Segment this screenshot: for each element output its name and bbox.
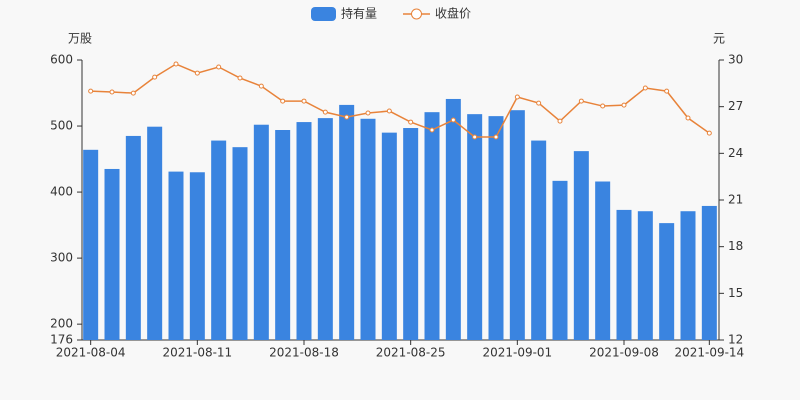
price-point [514,94,520,100]
legend-label: 持有量 [341,6,377,21]
bar [83,149,99,340]
bar [616,209,632,340]
price-point [386,108,392,114]
y2-tick-label: 27 [728,99,743,113]
bar [701,205,717,340]
price-point [429,127,435,133]
price-point [344,114,350,120]
bar [659,223,675,340]
x-tick-label: 2021-09-14 [674,346,744,360]
bar [445,98,461,340]
bar [168,171,184,340]
bar [296,122,312,340]
price-point [685,115,691,121]
legend-swatch [311,7,336,21]
bar [509,110,525,340]
price-point [109,89,115,95]
bar [680,211,696,340]
price-point [216,64,222,70]
y-tick-label: 600 [50,53,73,67]
price-point [258,83,264,89]
bar [147,126,163,340]
x-tick-label: 2021-09-08 [589,346,659,360]
price-point [280,98,286,104]
y-axis-unit: 万股 [68,32,92,46]
x-tick-label: 2021-08-25 [376,346,446,360]
bar [637,211,653,340]
price-point [450,117,456,123]
bar [573,151,589,340]
bar [360,118,376,340]
price-point [408,119,414,125]
bar [232,147,248,340]
price-point [706,130,712,136]
price-point [536,100,542,106]
y-tick-label: 500 [50,119,73,133]
price-point [152,74,158,80]
price-point [578,98,584,104]
bar [467,114,483,340]
price-point [600,103,606,109]
y-tick-label: 200 [50,317,73,331]
price-point [664,88,670,94]
bar [595,181,611,340]
price-point [322,109,328,115]
price-point [130,90,136,96]
bar [253,124,269,340]
bar [211,140,227,340]
price-point [621,102,627,108]
bar [104,168,120,340]
bar [317,118,333,340]
y2-tick-label: 18 [728,239,743,253]
price-point [194,70,200,76]
y2-tick-label: 30 [728,53,743,67]
price-point [557,118,563,124]
bar [531,140,547,340]
bar [275,130,291,340]
bar [403,128,419,340]
price-point [88,88,94,94]
x-tick-label: 2021-08-18 [269,346,339,360]
x-tick-label: 2021-09-01 [482,346,552,360]
price-line [90,63,710,138]
y-tick-label: 300 [50,251,73,265]
price-point [493,134,499,140]
bar [381,132,397,340]
x-tick-label: 2021-08-11 [162,346,232,360]
y2-tick-label: 12 [728,333,743,347]
y-tick-label: 400 [50,185,73,199]
y2-tick-label: 24 [728,146,743,160]
bar [552,180,568,340]
y2-tick-label: 21 [728,193,743,207]
bar [125,135,141,340]
price-point [173,61,179,67]
price-point [301,98,307,104]
y2-axis-unit: 元 [713,32,725,46]
y2-tick-label: 15 [728,286,743,300]
bar [488,116,504,340]
bar [424,112,440,340]
price-point [472,134,478,140]
bar [339,104,355,340]
price-point [365,110,371,116]
price-point [642,85,648,91]
bar [189,172,205,340]
legend-swatch [411,8,422,20]
price-point [237,75,243,81]
y-tick-label: 176 [50,333,73,347]
x-tick-label: 2021-08-04 [56,346,126,360]
legend-label: 收盘价 [435,6,471,21]
